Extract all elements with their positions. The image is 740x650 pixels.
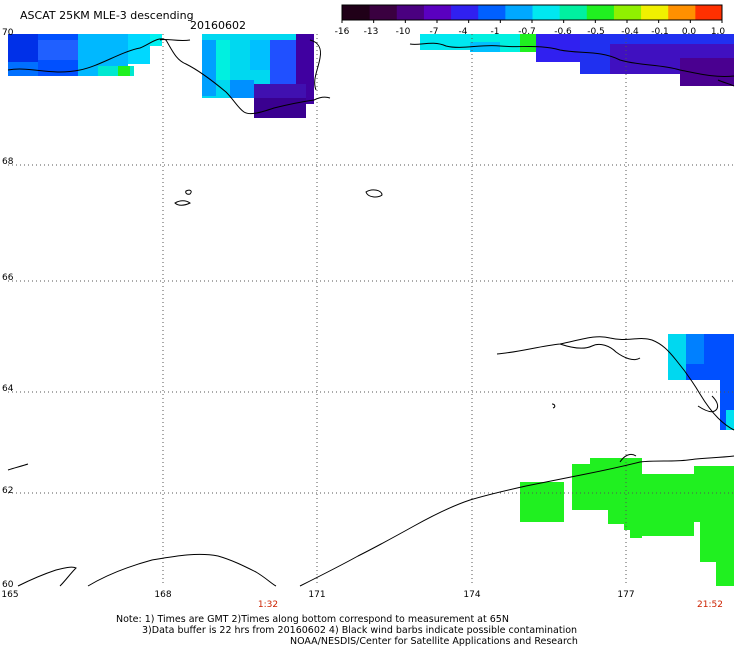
latitude-label: 62 <box>2 486 14 496</box>
longitude-label: 174 <box>463 590 481 600</box>
colorbar-label: -0.1 <box>651 27 669 37</box>
colorbar-ticks <box>341 20 723 23</box>
colorbar-label: -1 <box>490 27 500 37</box>
colorbar-segment <box>423 5 452 20</box>
longitude-label: 177 <box>617 590 635 600</box>
longitude-label: 171 <box>308 590 326 600</box>
map-title: ASCAT 25KM MLE-3 descending <box>20 9 194 22</box>
colorbar-segment <box>613 5 642 20</box>
colorbar-segment <box>559 5 587 20</box>
colorbar-label: -0.4 <box>621 27 639 37</box>
colorbar-segment <box>694 5 723 20</box>
colorbar-segment <box>369 5 397 20</box>
colorbar-segment <box>640 5 669 20</box>
colorbar-label: 1.0 <box>710 27 726 37</box>
colorbar-segment <box>477 5 506 20</box>
longitude-label: 165 <box>1 590 19 600</box>
colorbar-label: -13 <box>363 27 379 37</box>
colorbar-label: 0.0 <box>681 27 697 37</box>
colorbar-label: -0.6 <box>554 27 572 37</box>
colorbar-segment <box>532 5 560 20</box>
latitude-label: 68 <box>2 157 14 167</box>
note-line-2: 3)Data buffer is 22 hrs from 20160602 4)… <box>142 625 578 636</box>
longitude-label: 168 <box>154 590 172 600</box>
swath-top-right <box>420 34 734 86</box>
swath-top-left <box>8 34 162 76</box>
colorbar-label: -10 <box>395 27 411 37</box>
grid-lines <box>8 34 734 586</box>
time-label-end: 21:52 <box>697 600 723 610</box>
colorbar-segment <box>586 5 614 20</box>
note-line-3: NOAA/NESDIS/Center for Satellite Applica… <box>290 636 578 647</box>
colorbar-label: -16 <box>334 27 350 37</box>
latitude-label: 66 <box>2 273 14 283</box>
colorbar-segment <box>667 5 696 20</box>
colorbar-label: -4 <box>458 27 468 37</box>
colorbar-segment <box>396 5 424 20</box>
colorbar <box>341 4 723 21</box>
latitude-label: 70 <box>2 28 14 38</box>
time-label-start: 1:32 <box>257 600 279 610</box>
colorbar-label: -0.5 <box>587 27 605 37</box>
colorbar-segment <box>450 5 479 20</box>
latitude-label: 64 <box>2 384 14 394</box>
colorbar-segment <box>342 5 370 20</box>
map-date: 20160602 <box>190 19 246 32</box>
colorbar-segment <box>504 5 533 20</box>
colorbar-label: -0.7 <box>518 27 536 37</box>
coastlines <box>7 38 735 587</box>
swath-right-middle <box>668 334 734 430</box>
latitude-label: 60 <box>2 580 14 590</box>
swath-bottom-right <box>520 458 734 586</box>
note-line-1: Note: 1) Times are GMT 2)Times along bot… <box>116 614 509 625</box>
colorbar-label: -7 <box>429 27 439 37</box>
